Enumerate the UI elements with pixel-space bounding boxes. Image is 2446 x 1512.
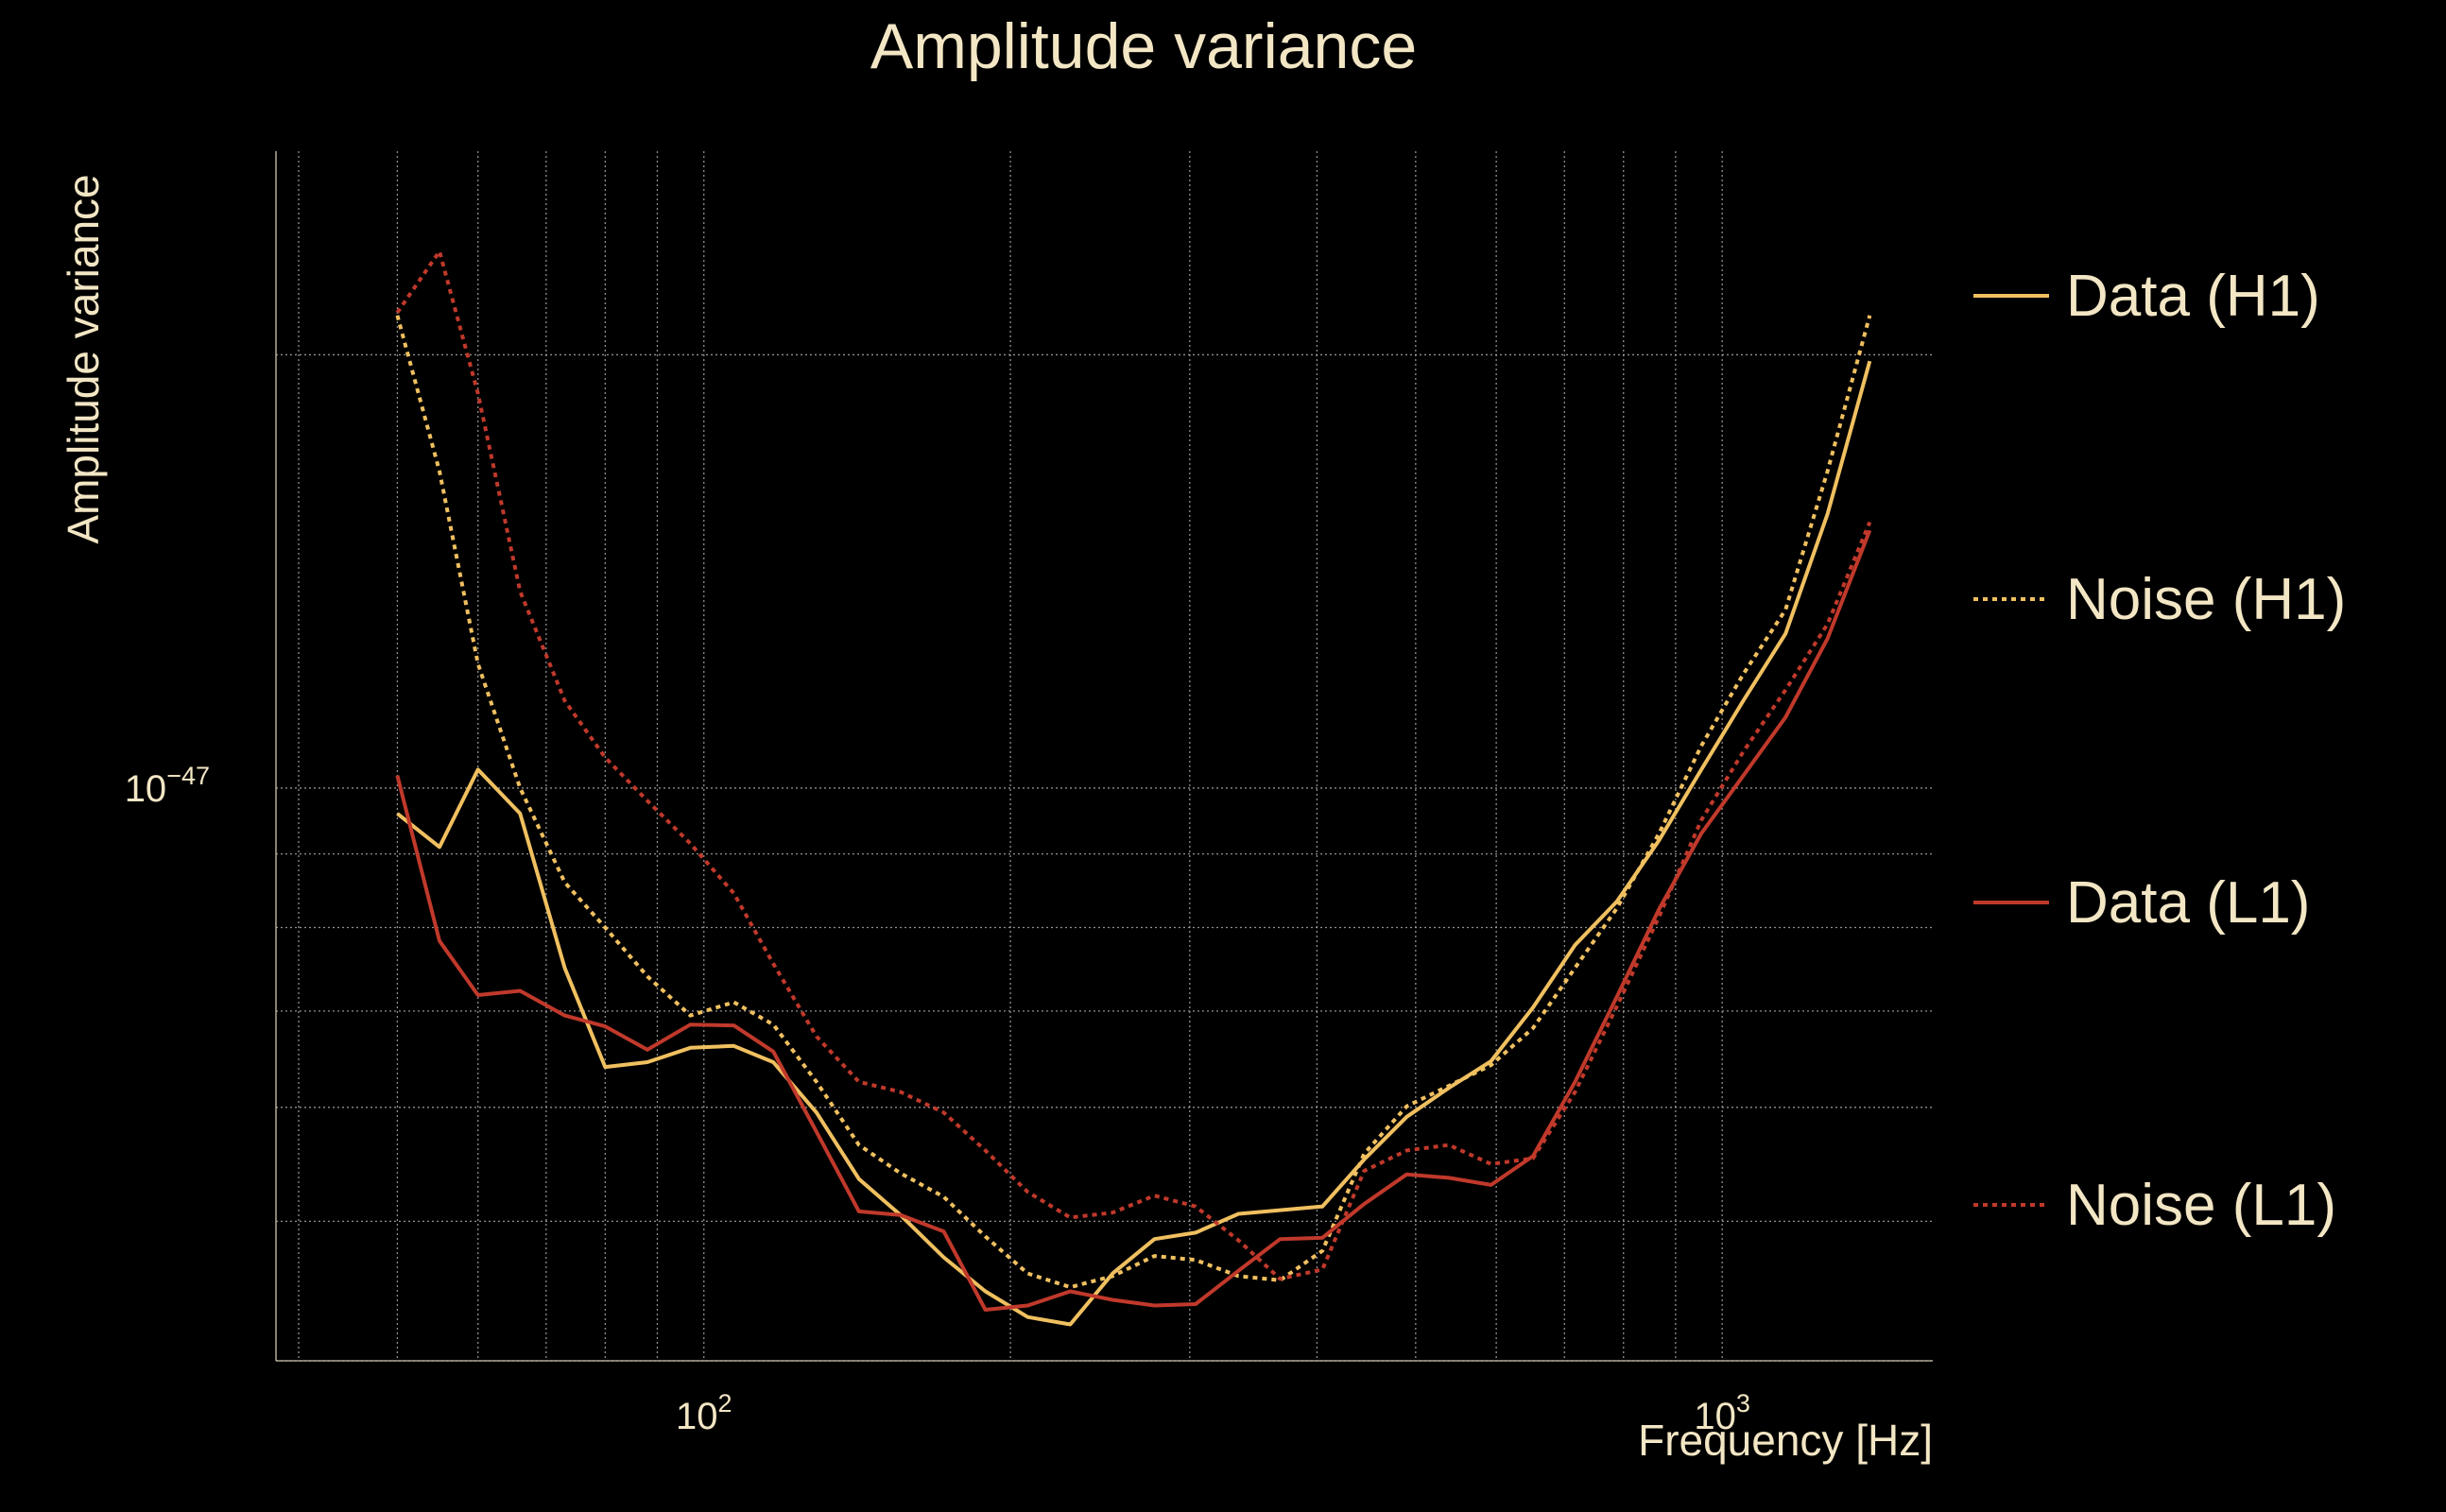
x-tick-label: 102: [676, 1389, 732, 1437]
legend-label: Noise (L1): [2066, 1173, 2336, 1238]
y-tick-base: 10: [125, 768, 167, 810]
x-tick-exponent: 3: [1736, 1389, 1750, 1418]
series-line-noise-h1: [395, 315, 1872, 1290]
x-tick-base: 10: [676, 1396, 718, 1437]
legend-label: Data (H1): [2066, 264, 2320, 329]
legend: Data (H1) Noise (H1) Data (L1) Noise (L1): [1973, 264, 2346, 1238]
plot-area: [395, 249, 1872, 1327]
legend-label: Noise (H1): [2066, 567, 2346, 632]
y-axis-label: Amplitude variance: [59, 174, 108, 543]
series-line-data-h1: [396, 360, 1872, 1327]
series-line-data-l1: [395, 529, 1872, 1312]
legend-label: Data (L1): [2066, 870, 2310, 936]
x-tick-base: 10: [1694, 1396, 1736, 1437]
x-axis-label: Frequency [Hz]: [1638, 1416, 1933, 1465]
x-tick-exponent: 2: [717, 1389, 732, 1418]
series-line-noise-l1: [395, 249, 1872, 1281]
x-tick-label: 103: [1694, 1389, 1750, 1437]
chart-title: Amplitude variance: [870, 10, 1417, 82]
y-tick-exponent: −47: [166, 762, 210, 790]
grid: [276, 151, 1933, 1362]
y-tick-label: 10−47: [125, 762, 210, 810]
